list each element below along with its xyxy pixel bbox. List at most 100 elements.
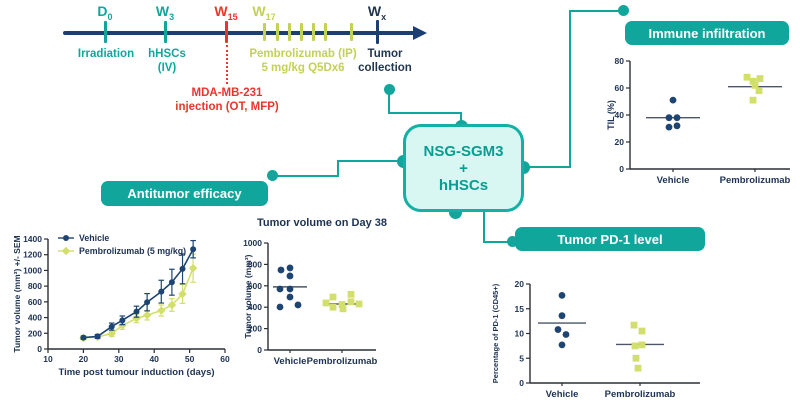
connector-dot [384,84,395,95]
y-tick-label: 200 [28,328,42,338]
timeline-tick [224,21,228,43]
hhsc-label: hHSCs (IV) [139,47,195,75]
timeline-event-label: W3 [155,3,175,22]
connector-line [483,241,513,243]
legend-label: Vehicle [79,233,109,243]
y-axis-label: Tumor volume (mm³) [243,254,253,338]
y-axis-label: Tumor volume (mm³) +/- SEM [12,235,22,352]
x-axis-label: Time post tumour induction (days) [58,367,214,378]
chart-antitumor-efficacy: 10 20 30 40 50 60 0 200 400 600 800 1000 1200 1400 Tim… [12,228,244,405]
connector-line [569,10,624,12]
y-tick-label: 1000 [243,238,262,248]
model-node: NSG-SGM3 + hHSCs [403,124,524,212]
y-tick-label: 20 [515,279,525,289]
x-tick-label: 60 [220,354,230,364]
series-vehicle [538,291,586,349]
connector-line [337,160,405,162]
y-tick-label: 200 [248,324,262,334]
connector-line [569,10,571,168]
timeline-event-label: D0 [97,3,113,22]
dose-tick [323,23,327,41]
y-tick-label: 40 [615,110,625,120]
model-node-line1: NSG-SGM3 [423,142,504,160]
y-tick-label: 80 [615,56,625,66]
category-label: Vehicle [546,389,579,400]
connector-line [483,210,485,243]
timeline-arrowhead-icon [413,26,427,40]
y-tick-label: 60 [615,83,625,93]
hhsc-label-line1: hHSCs [148,48,186,60]
chart-immune-infiltration: 0 20 40 60 80 TIL (%) Vehicle Pembrolizumab [605,52,800,203]
series-pembrolizumab [728,73,782,104]
pembro-label-line2: 5 mg/kg Q5Dx6 [261,62,345,74]
irradiation-label: Irradiation [77,48,135,60]
chart-eff-svg: 10 20 30 40 50 600200400600800100012001400Tim… [12,233,230,378]
timeline-event-label: W15 [214,3,238,22]
timeline-event-label: W17 [252,3,276,22]
y-tick-label: 20 [615,137,625,147]
connector-line [276,175,339,177]
y-tick-label: 1000 [23,265,42,275]
tumor-collection-label: Tumor collection [352,47,418,75]
y-tick-label: 400 [28,313,42,323]
chart-tumor-pd1-level: 0 5 10 15 20 Percentage of PD-1 (CD45+) Vehicl… [488,270,720,407]
y-tick-label: 800 [28,281,42,291]
connector-line [388,92,390,114]
timeline-tick [103,21,107,43]
connector-line [388,112,462,114]
x-tick-label: 20 [79,354,89,364]
timeline-tick [163,21,167,43]
injection-dotted-line [226,45,228,84]
dose-tick [349,23,353,41]
x-tick-label: 30 [114,354,124,364]
chart-til-svg: 0 20 40 60 80 TIL (%) Vehicle Pembrolizumab [606,56,791,186]
hhsc-label-line2: (IV) [157,62,177,74]
timeline-axis [63,31,415,35]
series-vehicle [646,96,700,131]
legend-label: Pembrolizumab (5 mg/kg) [79,246,186,256]
dose-tick [287,23,291,41]
category-label: Pembrolizumab [605,389,676,400]
dose-tick [275,23,279,41]
series-pembrolizumab [616,321,664,372]
timeline-layer: D0 W3 W15 W17 Wx [0,0,800,130]
mda-label-line2: injection (OT, MFP) [175,101,279,113]
tumor-collection-line1: Tumor [367,48,403,60]
y-tick-label: 15 [515,304,525,314]
connector-dot [618,5,629,16]
connector-dot [267,170,278,181]
tumor-collection-line2: collection [358,62,412,74]
y-axis-label: TIL (%) [606,100,616,130]
tumor-pd1-level-badge: Tumor PD-1 level [515,227,705,251]
y-tick-label: 10 [515,329,525,339]
pembrolizumab-dosing-label: Pembrolizumab (IP) 5 mg/kg Q5Dx6 [236,47,370,75]
dose-tick [311,23,315,41]
category-label: Pembrolizumab [720,175,791,186]
x-tick-label: 50 [185,354,195,364]
immune-infiltration-badge: Immune infiltration [625,21,789,45]
x-tick-label: 40 [149,354,159,364]
series-pembrolizumab-5-mg-kg- [79,253,198,343]
model-node-line3: hHSCs [438,176,489,194]
timeline-tick [375,20,379,44]
chart-tumor-volume-day38: Tumor volume on Day 38 0 200 400 600 800 1000 T… [242,214,427,391]
timeline-event-label: Wx [367,3,387,22]
mda-injection-label: MDA-MB-231 injection (OT, MFP) [156,86,298,114]
dose-tick [299,23,303,41]
y-tick-label: 600 [248,281,262,291]
series-vehicle [273,264,307,311]
connector-line [523,166,571,168]
x-tick-label: 10 [43,354,53,364]
connector-line [337,160,339,177]
category-label: Vehicle [274,356,307,367]
y-tick-label: 0 [37,344,42,354]
y-tick-label: 0 [519,378,524,388]
y-tick-label: 0 [257,345,262,355]
mda-label-line1: MDA-MB-231 [191,87,263,99]
chart-pd1-svg: 0 5 10 15 20 Percentage of PD-1 (CD45+) Vehicl… [491,279,700,400]
connector-dot [507,236,518,247]
chart-day38-svg: Tumor volume on Day 38 0 200 400 600 800 1000 T… [243,217,387,367]
category-label: Pembrolizumab [307,356,378,367]
series-pembrolizumab [322,290,363,313]
